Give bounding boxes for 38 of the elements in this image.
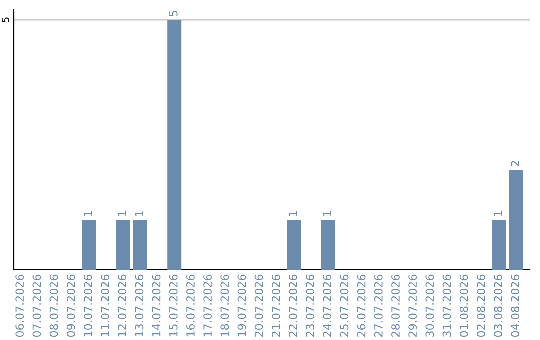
x-tick-label: 20.07.2026 — [254, 274, 264, 337]
x-tick-label: 27.07.2026 — [374, 274, 383, 337]
x-tick-label: 24.07.2026 — [323, 274, 332, 337]
data-label: 1 — [494, 211, 502, 216]
x-tick-label: 25.07.2026 — [340, 274, 349, 337]
x-tick-label: 13.07.2026 — [135, 274, 144, 337]
data-label: 1 — [135, 211, 144, 216]
x-tick-label: 22.07.2026 — [289, 274, 298, 337]
x-tick-label: 19.07.2026 — [238, 274, 246, 337]
x-tick-label: 30.07.2026 — [426, 274, 434, 337]
x-tick-label: 17.07.2026 — [204, 274, 212, 337]
x-tick-label: 18.07.2026 — [220, 274, 230, 337]
x-tick-label: 08.07.2026 — [50, 274, 58, 338]
data-label: 5 — [170, 11, 178, 16]
x-tick-label: 29.07.2026 — [408, 274, 418, 337]
data-label: 1 — [118, 211, 126, 216]
x-tick-label: 10.07.2026 — [84, 274, 92, 337]
x-tick-label: 11.07.2026 — [101, 274, 110, 337]
x-tick-label: 21.07.2026 — [272, 274, 280, 337]
x-tick-label: 28.07.2026 — [392, 274, 400, 337]
x-tick-label: 16.07.2026 — [186, 274, 195, 337]
data-label: 1 — [323, 211, 332, 216]
data-label: 1 — [84, 211, 92, 216]
x-tick-label: 03.08.2026 — [494, 274, 502, 338]
x-tick-label: 15.07.2026 — [169, 274, 178, 337]
x-tick-label: 23.07.2026 — [306, 274, 315, 337]
x-tick-label: 14.07.2026 — [152, 274, 161, 337]
x-tick-label: 01.08.2026 — [460, 274, 468, 338]
data-label: 2 — [511, 161, 520, 166]
x-tick-label: 26.07.2026 — [357, 274, 366, 337]
x-tick-label: 06.07.2026 — [16, 274, 24, 338]
x-tick-label: 04.08.2026 — [511, 274, 520, 338]
x-tick-label: 07.07.2026 — [32, 274, 42, 338]
x-tick-label: 09.07.2026 — [66, 274, 76, 338]
data-label: 1 — [289, 211, 298, 216]
x-tick-label: 02.08.2026 — [476, 274, 486, 338]
x-tick-label: 31.07.2026 — [442, 274, 452, 337]
x-tick-label: 12.07.2026 — [118, 274, 127, 337]
